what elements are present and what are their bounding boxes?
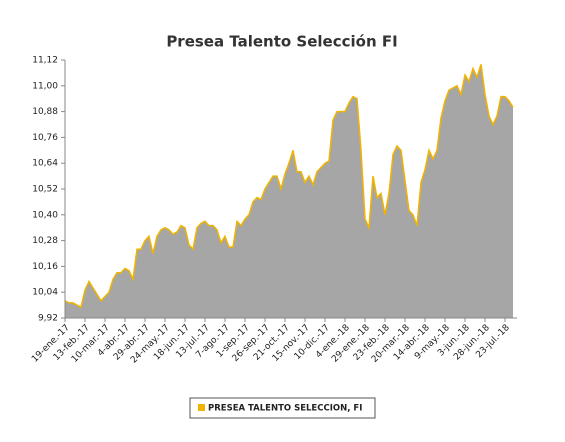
area — [65, 64, 513, 318]
y-tick-label: 10,28 — [32, 236, 58, 246]
y-tick-label: 10,04 — [32, 288, 58, 298]
y-tick-label: 11,00 — [32, 81, 58, 91]
y-tick-label: 10,52 — [32, 185, 58, 195]
y-tick-label: 9,92 — [38, 314, 58, 324]
y-tick-label: 10,76 — [32, 133, 58, 143]
legend-label: PRESEA TALENTO SELECCION, FI — [208, 404, 362, 414]
chart-title: Presea Talento Selección FI — [166, 33, 397, 51]
y-tick-label: 10,64 — [32, 159, 58, 169]
line — [64, 64, 514, 309]
y-tick-label: 10,16 — [32, 262, 58, 272]
y-tick-label: 10,88 — [32, 107, 58, 117]
legend-box — [189, 397, 376, 419]
y-tick-label: 11,12 — [32, 56, 58, 66]
legend-swatch — [198, 404, 205, 411]
legend: PRESEA TALENTO SELECCION, FI — [189, 397, 376, 419]
y-tick-label: 10,40 — [32, 210, 58, 220]
